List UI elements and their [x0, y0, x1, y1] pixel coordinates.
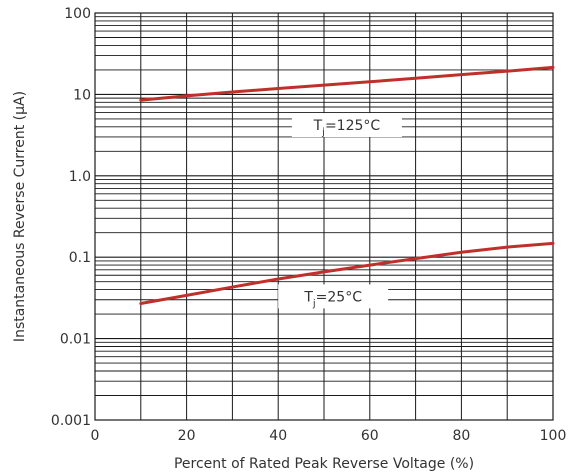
x-axis-label: Percent of Rated Peak Reverse Voltage (%… — [174, 456, 474, 472]
x-tick-labels: 0 20 40 60 80 100 — [91, 428, 567, 444]
x-tick-label: 100 — [540, 428, 567, 444]
x-tick-label: 80 — [452, 428, 470, 444]
series-line-1 — [139, 241, 555, 305]
annotation-layer: Tj=125°CTj=25°C — [278, 113, 402, 309]
y-tick-label: 0.01 — [60, 332, 91, 348]
series-label-rest: =25°C — [316, 289, 363, 305]
series-label-main: T — [313, 118, 323, 134]
x-tick-label: 0 — [91, 428, 100, 444]
series-label-subscript: j — [321, 127, 325, 138]
y-tick-label: 100 — [64, 6, 91, 22]
y-tick-label: 10 — [73, 87, 91, 103]
y-tick-labels: 0.001 0.01 0.1 1.0 10 100 — [51, 6, 91, 429]
series-label-subscript: j — [312, 298, 316, 309]
y-axis-label: Instantaneous Reverse Current (μA) — [12, 91, 28, 342]
x-tick-label: 40 — [269, 428, 287, 444]
series-label-main: T — [303, 289, 313, 305]
plot-frame — [94, 12, 554, 421]
y-tick-label: 0.1 — [69, 250, 91, 266]
series-label-background — [291, 113, 402, 138]
y-tick-label: 0.001 — [51, 413, 91, 429]
y-tick-label: 1.0 — [69, 169, 91, 185]
series-label-rest: =125°C — [325, 118, 380, 134]
series-label-0: Tj=125°C — [313, 118, 381, 138]
x-tick-label: 20 — [178, 428, 196, 444]
series-line-0 — [139, 65, 555, 102]
series-layer — [139, 65, 555, 305]
series-label-background — [278, 284, 389, 309]
x-tick-label: 60 — [361, 428, 379, 444]
series-label-1: Tj=25°C — [303, 289, 362, 309]
